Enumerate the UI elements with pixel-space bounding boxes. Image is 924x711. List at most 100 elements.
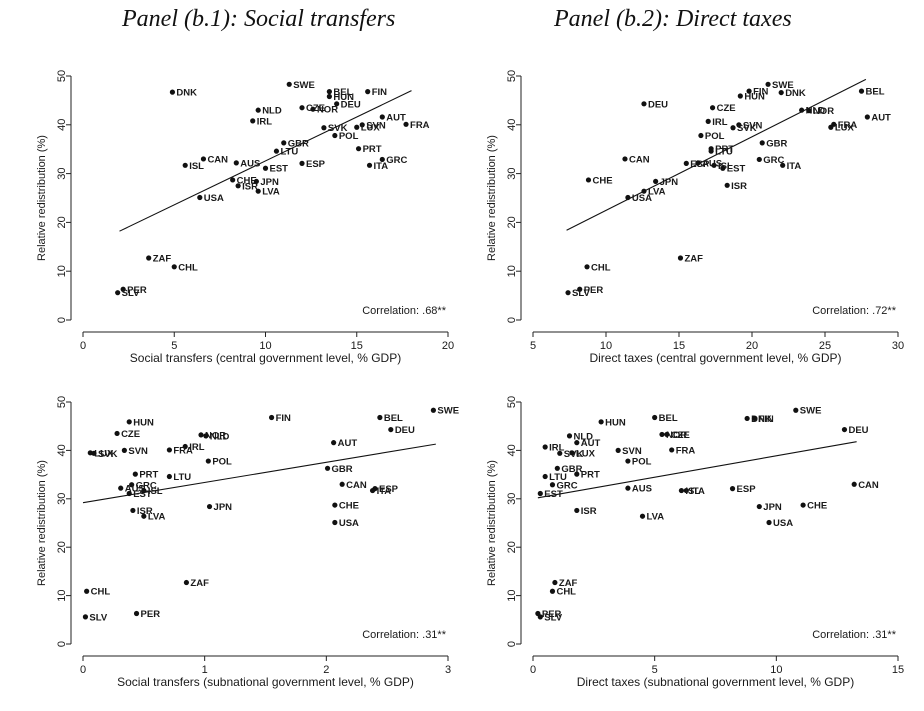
c4-point-svk	[557, 450, 563, 456]
c3-y-tick-label: 50	[56, 396, 68, 408]
c4-y-tick-label: 10	[506, 589, 518, 601]
c3-point-label-lva: LVA	[148, 512, 166, 523]
c1-point-label-jpn: JPN	[260, 177, 279, 188]
c2-point-label-isl: ISL	[718, 161, 733, 172]
c4-point-deu	[841, 426, 848, 433]
c4-point-esp	[729, 486, 736, 492]
chart-area: 0 10 20 30 40 50 0 5 10 15 20 Relative redistributi…	[8, 44, 918, 704]
c2-point-label-swe: SWE	[772, 80, 794, 91]
c1-point-slv	[115, 290, 121, 296]
c2-point-isl	[711, 162, 717, 168]
c1-point-lva	[255, 188, 261, 194]
c4-point-est	[537, 490, 543, 497]
c1-point-label-lva: LVA	[262, 187, 280, 198]
c1-point-label-aus: AUS	[240, 158, 260, 169]
c4-point-isl	[678, 487, 685, 494]
c3-point-swe	[430, 407, 436, 413]
c3-point-label-ita: ITA	[377, 486, 392, 497]
c3-point-label-hun: HUN	[133, 417, 154, 428]
c2-y-tick-label: 0	[506, 317, 518, 323]
c1-point-nld	[255, 107, 261, 113]
c2-point-fin	[746, 88, 752, 94]
c3-point-bel	[377, 414, 383, 421]
c4-point-label-isr: ISR	[581, 506, 597, 517]
c4-point-che	[800, 502, 806, 508]
c4-point-dnk	[744, 415, 750, 422]
c1-point-label-usa: USA	[204, 193, 224, 204]
c3-point-label-slv: SLV	[89, 612, 107, 623]
c2-point-est	[720, 165, 726, 171]
c4-point-nld	[566, 433, 573, 439]
c4-point-label-deu: DEU	[848, 425, 868, 436]
c2-point-slv	[565, 290, 571, 296]
c4-point-label-jpn: JPN	[763, 502, 782, 513]
c3-point-label-prt: PRT	[139, 470, 158, 481]
c3-point-label-cze: CZE	[121, 429, 140, 440]
c2-point-label-nld: NLD	[806, 106, 826, 117]
c2-point-ita	[780, 162, 786, 168]
c4-point-label-isl: ISL	[685, 486, 700, 497]
c3-y-tick-label: 0	[56, 641, 68, 647]
c3-point-prt	[132, 471, 138, 477]
c1-point-gbr	[281, 140, 287, 146]
c3-point-gbr	[324, 465, 331, 471]
c3-point-isr	[130, 507, 136, 514]
c4-point-label-grc: GRC	[556, 480, 577, 491]
c3-point-jpn	[206, 503, 213, 510]
c1-point-label-isl: ISL	[189, 161, 204, 172]
c2-point-hun	[737, 93, 743, 99]
c3-point-svn	[121, 447, 127, 453]
c2-point-gbr	[759, 140, 765, 146]
c3-x-tick-label: 3	[445, 664, 451, 676]
c3-point-cze	[114, 430, 120, 437]
c1-point-label-dnk: DNK	[176, 88, 197, 99]
c3-x-tick-label: 1	[202, 664, 208, 676]
c4-point-aut	[574, 440, 580, 446]
panel-title-b1: Panel (b.1): Social transfers	[122, 6, 396, 32]
c1-point-jpn	[253, 178, 259, 185]
c3-point-label-isl: ISL	[148, 486, 163, 497]
c1-point-grc	[379, 156, 385, 163]
c4-x-tick-label: 10	[770, 664, 782, 676]
c1-point-label-irl: IRL	[257, 116, 273, 127]
c1-point-label-slv: SLV	[122, 288, 140, 299]
c3-point-label-ltu: LTU	[173, 472, 191, 483]
c4-point-isr	[574, 507, 580, 514]
c2-x-tick-label: 25	[819, 340, 831, 352]
c1-y-tick-label: 20	[56, 216, 68, 228]
c3-point-slv	[82, 614, 89, 620]
c4-point-label-pol: POL	[632, 457, 652, 468]
c3-point-label-can: CAN	[346, 480, 367, 491]
c4-point-prt	[574, 471, 580, 477]
c4-point-lux	[569, 450, 575, 456]
c3-point-chl	[84, 588, 90, 594]
c3-point-can	[339, 481, 345, 487]
c1-point-label-hun: HUN	[333, 92, 354, 103]
c2-point-lux	[828, 124, 834, 130]
c1-point-label-per: PER	[127, 285, 147, 296]
c1-point-fin	[365, 89, 371, 95]
c4-point-label-hun: HUN	[605, 417, 626, 428]
c4-point-label-zaf: ZAF	[559, 578, 578, 589]
c4-point-ita	[683, 487, 689, 494]
c3-point-label-bel: BEL	[384, 413, 403, 424]
c3-point-label-swe: SWE	[437, 406, 459, 417]
c4-point-label-usa: USA	[773, 518, 793, 529]
c4-y-tick-label: 20	[506, 541, 518, 553]
c4-x-tick-label: 15	[892, 664, 904, 676]
c1-x-tick-label: 20	[442, 340, 454, 352]
c3-point-label-per: PER	[141, 609, 161, 620]
c4-point-label-dnk: DNK	[751, 414, 772, 425]
c2-point-label-jpn: JPN	[660, 177, 679, 188]
c4-point-label-nor: NOR	[666, 430, 687, 441]
c1-point-label-pol: POL	[339, 131, 359, 142]
c4-point-zaf	[552, 579, 558, 586]
c2-x-tick-label: 15	[673, 340, 685, 352]
c2-point-label-per: PER	[584, 285, 604, 296]
c2-point-label-irl: IRL	[712, 117, 728, 128]
c2-point-label-fin: FIN	[753, 87, 768, 98]
c3-x-axis-label: Social transfers (subnational government…	[117, 675, 414, 689]
c4-y-axis-label: Relative redistribution (%)	[486, 460, 498, 586]
c4-point-label-prt: PRT	[581, 470, 600, 481]
c4-point-chl	[549, 588, 556, 594]
